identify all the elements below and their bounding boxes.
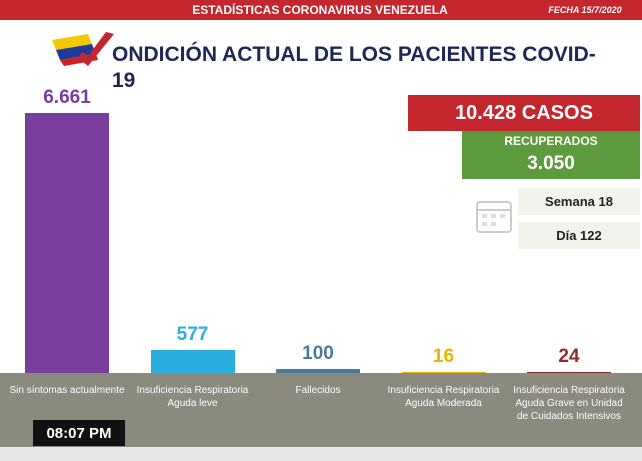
value-label: 577 bbox=[176, 324, 209, 346]
bar bbox=[25, 113, 109, 373]
chart-title: ONDICIÓN ACTUAL DE LOS PACIENTES COVID-1… bbox=[112, 43, 596, 92]
header-bar bbox=[0, 0, 642, 20]
recovered-value: 3.050 bbox=[527, 153, 575, 174]
header-date: FECHA 15/7/2020 bbox=[548, 5, 622, 15]
day-box: Día 122 bbox=[518, 222, 640, 249]
bar bbox=[276, 369, 360, 373]
x-tick-label: Insuficiencia Respiratoria Aguda Grave e… bbox=[513, 385, 625, 422]
x-tick-label: Insuficiencia Respiratoria Aguda Moderad… bbox=[387, 385, 500, 409]
bar bbox=[527, 372, 611, 373]
bar bbox=[401, 372, 486, 373]
cases-box: 10.428 CASOS bbox=[408, 95, 640, 131]
value-label: 100 bbox=[302, 343, 334, 365]
value-label: 24 bbox=[558, 346, 580, 368]
value-label: 16 bbox=[432, 346, 455, 368]
clock: 08:07 PM bbox=[33, 420, 125, 446]
recovered-label: RECUPERADOS bbox=[504, 134, 598, 148]
footer-strip bbox=[0, 447, 642, 461]
x-tick-label: Fallecidos bbox=[295, 385, 341, 396]
week-box: Semana 18 bbox=[518, 188, 640, 215]
header-title: ESTADÍSTICAS CORONAVIRUS VENEZUELA bbox=[192, 3, 448, 17]
bar bbox=[150, 350, 235, 373]
logo bbox=[52, 32, 114, 66]
recovered-box bbox=[462, 131, 640, 179]
x-tick-label: Sin síntomas actualmente bbox=[9, 385, 125, 396]
calendar-icon bbox=[476, 201, 512, 233]
x-tick-label: Insuficiencia Respiratoria Aguda leve bbox=[136, 385, 249, 409]
value-label: 6.661 bbox=[43, 87, 91, 109]
